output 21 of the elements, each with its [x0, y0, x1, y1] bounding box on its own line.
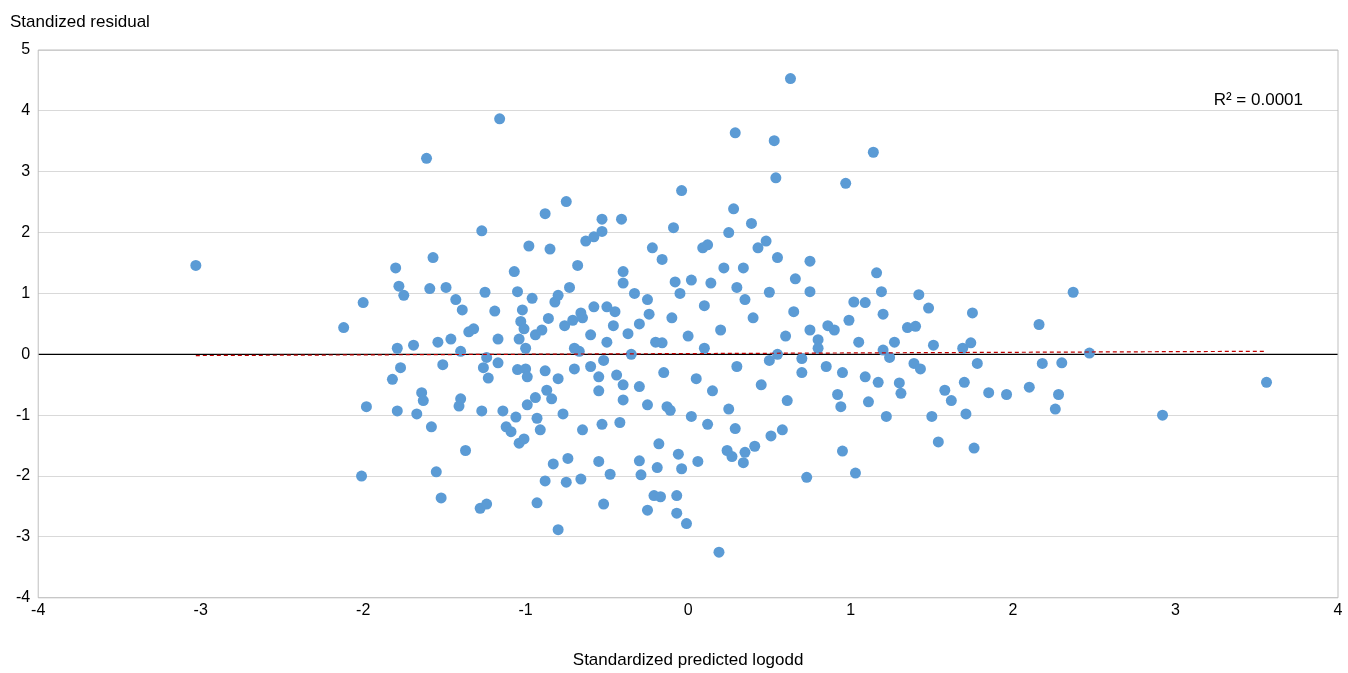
x-tick-label: 3: [1171, 600, 1181, 618]
x-tick-label: -3: [193, 600, 208, 618]
y-tick-label: 1: [21, 283, 31, 301]
x-tick-label: 4: [1333, 600, 1343, 618]
y-tick-label: 3: [21, 162, 31, 180]
annotation: R² = 0.0001: [1213, 89, 1303, 109]
x-tick-label: -1: [518, 600, 533, 618]
x-tick-label: 1: [846, 600, 856, 618]
y-tick-label: -4: [15, 588, 31, 606]
x-tick-label: 0: [683, 600, 693, 618]
x-axis-title: Standardized predicted logodd: [572, 649, 804, 669]
y-tick-label: -2: [15, 466, 31, 484]
x-tick-label: -2: [356, 600, 371, 618]
y-tick-label: -1: [15, 405, 31, 423]
x-tick-label: 2: [1008, 600, 1018, 618]
y-axis-title: Standized residual: [10, 11, 150, 31]
y-tick-label: 0: [21, 344, 31, 362]
y-tick-label: -3: [15, 527, 31, 545]
y-tick-label: 4: [21, 101, 31, 119]
y-tick-label: 5: [21, 40, 31, 58]
y-tick-label: 2: [21, 223, 31, 241]
